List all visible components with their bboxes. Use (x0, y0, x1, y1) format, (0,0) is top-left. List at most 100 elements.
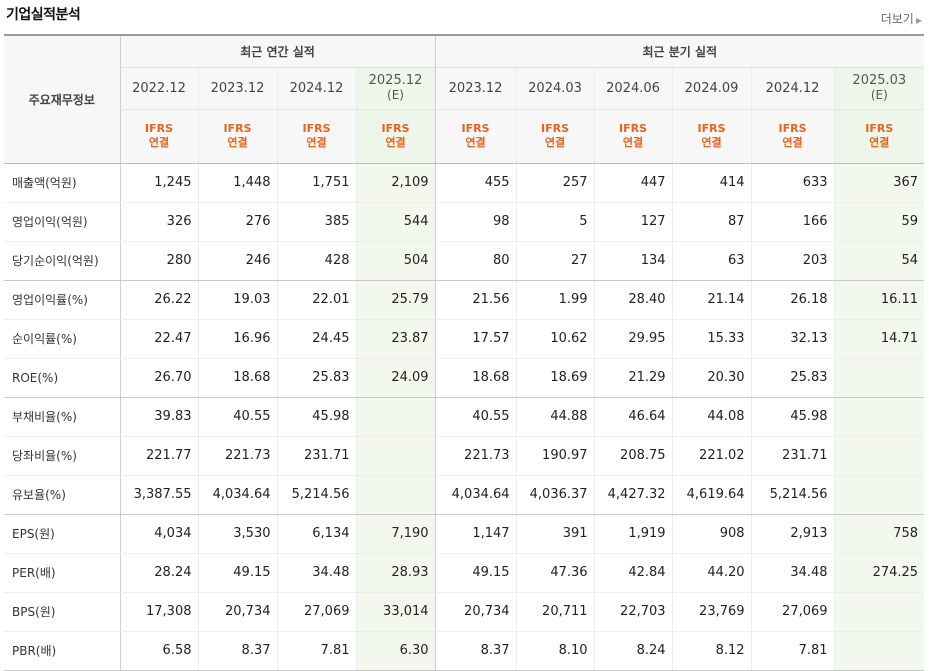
period-year: 2024.12 (765, 80, 820, 96)
table-cell: 1,147 (434, 514, 517, 554)
table-cell: 8.37 (434, 631, 517, 671)
table-cell: 14.71 (833, 319, 925, 359)
table-cell: 8.10 (515, 631, 595, 671)
table-cell: 231.71 (750, 436, 835, 476)
table-cell: 24.09 (355, 358, 436, 398)
period-header: 2024.12 (276, 67, 356, 110)
table-row: 순이익률(%) 22.47 16.96 24.45 23.87 17.57 10.62 29.… (4, 319, 925, 359)
basis-header: IFRS 연결 (276, 109, 356, 164)
table-cell: 4,619.64 (671, 475, 752, 515)
table-row: PER(배) 28.24 49.15 34.48 28.93 49.15 47.36 42.8… (4, 553, 925, 593)
period-year: 2024.03 (528, 80, 582, 96)
basis-header: IFRS 연결 (434, 109, 517, 164)
basis-consolidated: 연결 (782, 136, 803, 149)
table-cell: 274.25 (833, 553, 925, 593)
period-header: 2023.12 (197, 67, 277, 110)
table-cell: 428 (276, 241, 356, 281)
table-cell (833, 475, 925, 515)
period-header-row: 2022.12 2023.12 2024.12 2025.12 (E) 2023.12 20… (4, 67, 925, 110)
table-cell: 63 (671, 241, 752, 281)
table-row: 당기순이익(억원) 280 246 428 504 80 27 134 63 203 54 (4, 241, 925, 281)
table-cell: 280 (119, 241, 198, 281)
table-row: BPS(원) 17,308 20,734 27,069 33,014 20,734 20,7… (4, 592, 925, 632)
table-cell: 16.96 (197, 319, 277, 359)
table-cell (355, 397, 436, 437)
table-cell: 5,214.56 (276, 475, 356, 515)
table-cell (833, 592, 925, 632)
more-label: 더보기 (880, 12, 914, 26)
table-cell: 22,703 (593, 592, 673, 632)
table-cell (833, 397, 925, 437)
table-cell (833, 358, 925, 398)
row-label: 영업이익(억원) (4, 202, 120, 242)
table-cell: 1.99 (515, 280, 595, 320)
period-header: 2023.12 (434, 67, 517, 110)
chevron-right-icon: ▶ (915, 16, 922, 25)
table-cell: 7.81 (750, 631, 835, 671)
table-cell: 134 (593, 241, 673, 281)
table-cell: 246 (197, 241, 277, 281)
row-label: PER(배) (4, 553, 120, 593)
table-cell: 4,427.32 (593, 475, 673, 515)
table-cell: 276 (197, 202, 277, 242)
table-cell: 28.93 (355, 553, 436, 593)
basis-consolidated: 연결 (544, 136, 566, 149)
period-header: 2024.06 (593, 67, 673, 110)
table-cell: 6.30 (355, 631, 436, 671)
table-cell: 504 (355, 241, 436, 281)
table-cell: 40.55 (197, 397, 277, 437)
table-row: 유보율(%) 3,387.55 4,034.64 5,214.56 4,034.64 4,… (4, 475, 925, 515)
table-cell (833, 631, 925, 671)
table-cell: 203 (750, 241, 835, 281)
table-cell: 59 (833, 202, 925, 242)
basis-ifrs: IFRS (223, 122, 252, 135)
table-cell: 190.97 (515, 436, 595, 476)
table-cell: 127 (593, 202, 673, 242)
table-cell: 28.24 (119, 553, 198, 593)
table-cell: 45.98 (276, 397, 356, 437)
table-cell: 49.15 (197, 553, 277, 593)
table-cell: 45.98 (750, 397, 835, 437)
table-cell: 221.73 (434, 436, 517, 476)
table-cell: 27,069 (750, 592, 835, 632)
table-cell: 26.70 (119, 358, 198, 398)
table-cell: 257 (515, 163, 595, 203)
row-label: EPS(원) (4, 514, 120, 554)
period-year: 2025.03 (852, 73, 907, 88)
table-cell (355, 436, 436, 476)
financial-rows: 매출액(억원) 1,245 1,448 1,751 2,109 455 257 447 414 6… (4, 163, 925, 671)
table-cell: 34.48 (276, 553, 356, 593)
table-row: 부채비율(%) 39.83 40.55 45.98 40.55 44.88 46.64 44.… (4, 397, 925, 437)
basis-header: IFRS 연결 (833, 109, 925, 164)
table-cell: 42.84 (593, 553, 673, 593)
row-label: 당좌비율(%) (4, 436, 120, 476)
row-label: 매출액(억원) (4, 163, 120, 203)
basis-header: IFRS 연결 (197, 109, 277, 164)
table-cell: 22.47 (119, 319, 198, 359)
basis-ifrs: IFRS (145, 122, 173, 135)
table-cell: 34.48 (750, 553, 835, 593)
table-cell: 208.75 (593, 436, 673, 476)
table-cell: 21.14 (671, 280, 752, 320)
period-header: 2025.12 (E) (355, 67, 436, 110)
table-cell: 32.13 (750, 319, 835, 359)
quarter-group-header: 최근 분기 실적 (434, 34, 925, 68)
table-cell: 27 (515, 241, 595, 281)
table-cell: 23.87 (355, 319, 436, 359)
table-cell: 2,109 (355, 163, 436, 203)
table-cell: 4,036.37 (515, 475, 595, 515)
more-link[interactable]: 더보기 ▶ (881, 10, 922, 27)
table-cell: 54 (833, 241, 925, 281)
table-cell: 544 (355, 202, 436, 242)
basis-ifrs: IFRS (302, 122, 331, 135)
table-row: 영업이익률(%) 26.22 19.03 22.01 25.79 21.56 1.99 28.… (4, 280, 925, 320)
table-cell: 7.81 (276, 631, 356, 671)
table-cell: 18.68 (197, 358, 277, 398)
period-year: 2023.12 (210, 80, 265, 96)
row-header-title: 주요재무정보 (4, 34, 120, 164)
basis-ifrs: IFRS (461, 122, 490, 135)
table-cell: 25.79 (355, 280, 436, 320)
basis-ifrs: IFRS (778, 122, 807, 135)
table-cell: 25.83 (750, 358, 835, 398)
table-cell: 21.56 (434, 280, 517, 320)
